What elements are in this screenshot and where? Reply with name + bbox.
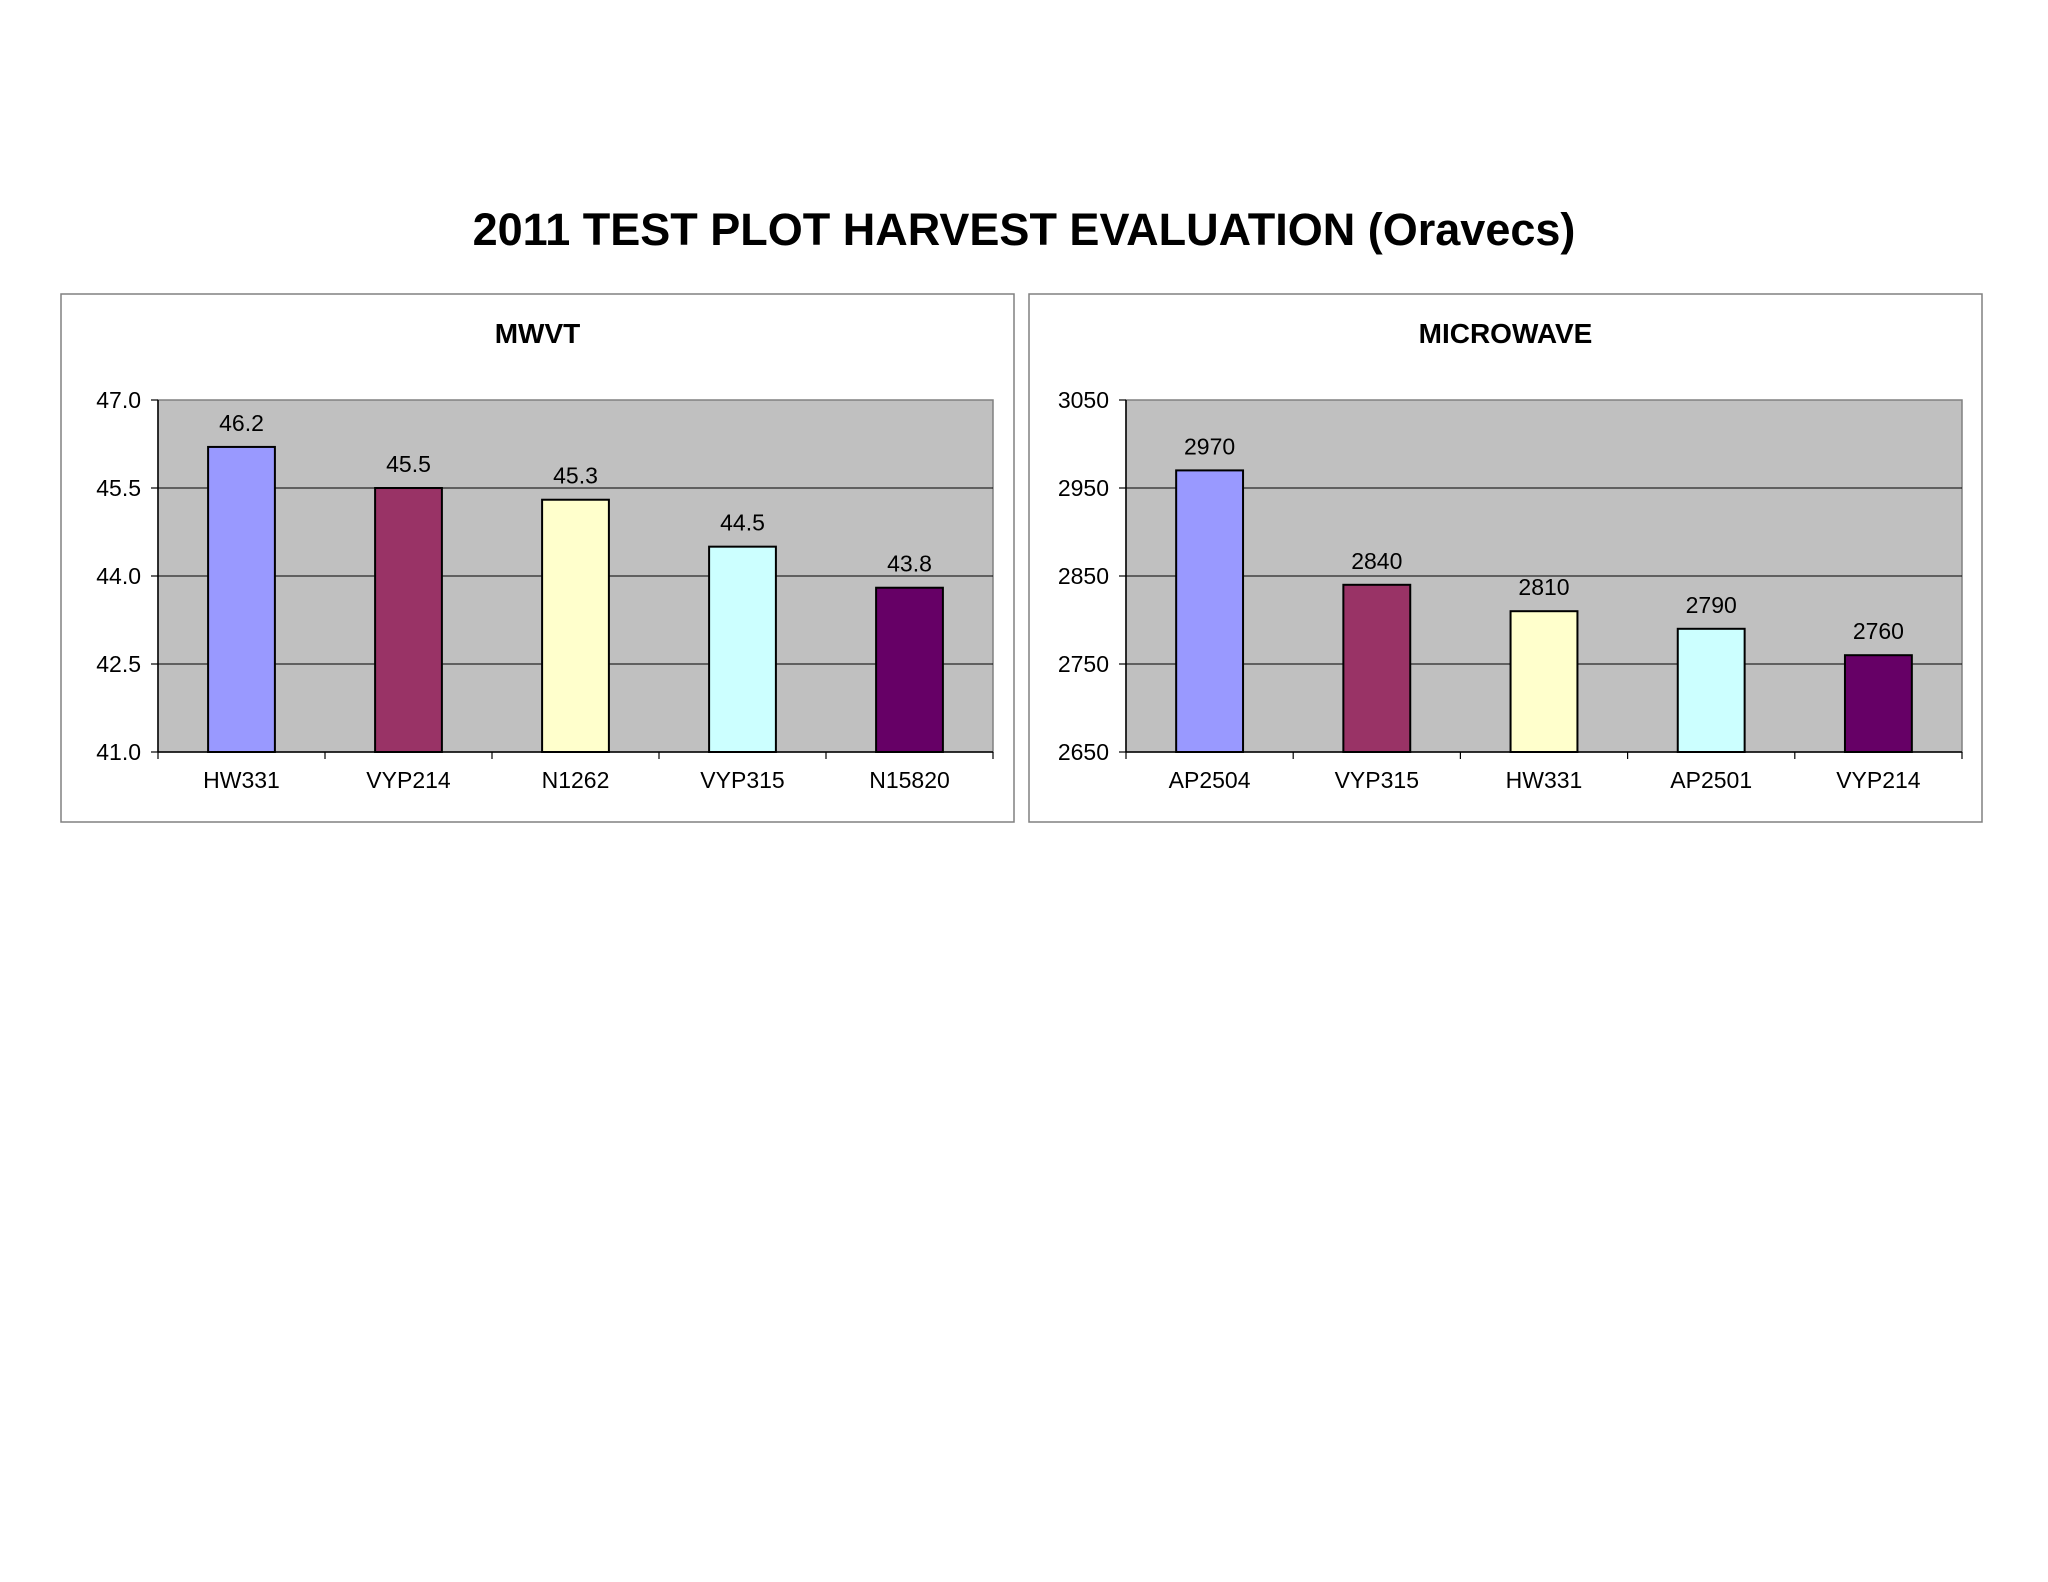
chart-title: MWVT xyxy=(495,318,581,349)
bar-vyp214 xyxy=(374,487,443,753)
data-label: 45.5 xyxy=(386,451,431,477)
chart-mwvt: MWVT 41.0 42.5 44.0 45.5 47.0 46.2 HW331 45.5 VYP… xyxy=(60,293,1015,823)
bar-hw331 xyxy=(1509,610,1579,754)
y-tick-label: 2750 xyxy=(1058,651,1109,677)
y-tick-label: 41.0 xyxy=(96,739,141,765)
x-tick-label: VYP214 xyxy=(1836,767,1921,793)
x-tick-label: HW331 xyxy=(1506,767,1583,793)
data-label: 2840 xyxy=(1351,548,1402,574)
bar-n1262 xyxy=(541,498,610,753)
y-tick-label: 3050 xyxy=(1058,387,1109,413)
data-label: 2970 xyxy=(1184,433,1235,459)
x-tick-label: HW331 xyxy=(203,767,280,793)
x-tick-label: VYP315 xyxy=(1335,767,1419,793)
x-tick-label: N1262 xyxy=(542,767,610,793)
bar-vyp315 xyxy=(708,545,777,754)
y-tick-label: 42.5 xyxy=(96,651,141,677)
y-tick-label: 2850 xyxy=(1058,563,1109,589)
bar-ap2501 xyxy=(1676,627,1746,753)
data-label: 2790 xyxy=(1686,592,1737,618)
y-tick-label: 44.0 xyxy=(96,563,141,589)
data-label: 44.5 xyxy=(720,510,765,536)
y-tick-label: 2650 xyxy=(1058,739,1109,765)
bar-hw331 xyxy=(207,445,276,753)
bar-vyp214 xyxy=(1843,654,1913,754)
y-tick-label: 2950 xyxy=(1058,475,1109,501)
chart-microwave: MICROWAVE 2650 2750 2850 2950 3050 2970 AP2504 2… xyxy=(1028,293,1983,823)
x-tick-label: AP2501 xyxy=(1670,767,1752,793)
chart-title: MICROWAVE xyxy=(1419,318,1593,349)
x-tick-label: N15820 xyxy=(869,767,950,793)
x-tick-label: AP2504 xyxy=(1169,767,1251,793)
data-label: 2810 xyxy=(1518,574,1569,600)
data-label: 2760 xyxy=(1853,618,1904,644)
x-tick-label: VYP214 xyxy=(366,767,451,793)
bar-ap2504 xyxy=(1175,469,1245,753)
bar-vyp315 xyxy=(1342,583,1412,753)
page-title: 2011 TEST PLOT HARVEST EVALUATION (Orave… xyxy=(472,204,1576,255)
y-tick-label: 45.5 xyxy=(96,475,141,501)
y-tick-label: 47.0 xyxy=(96,387,141,413)
data-label: 46.2 xyxy=(219,410,264,436)
bar-n15820 xyxy=(875,586,944,753)
x-tick-label: VYP315 xyxy=(700,767,784,793)
data-label: 45.3 xyxy=(553,463,598,489)
data-label: 43.8 xyxy=(887,551,932,577)
